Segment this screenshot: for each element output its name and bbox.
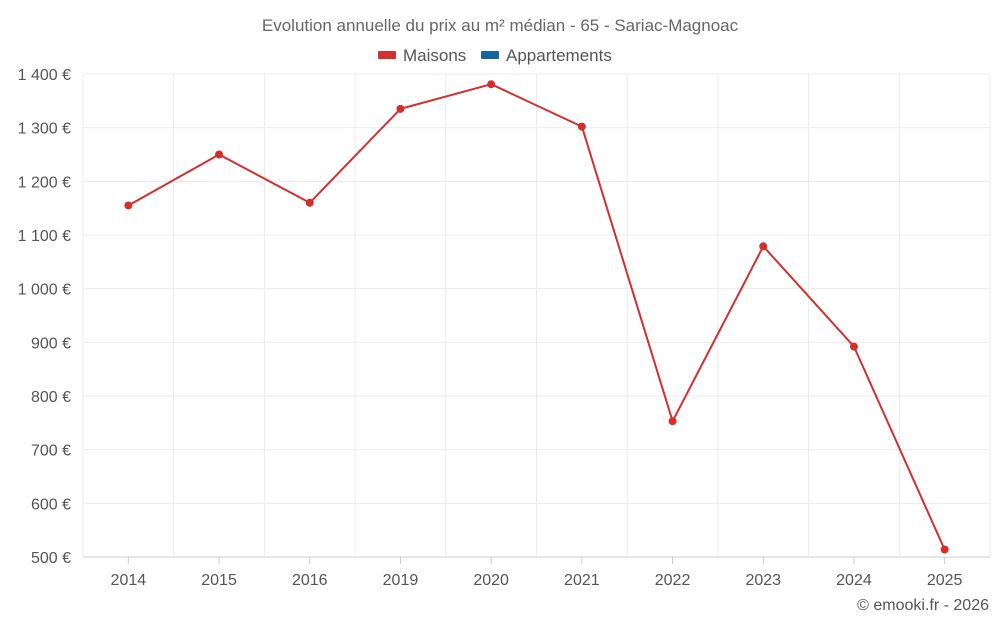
data-point-maisons[interactable] (396, 104, 405, 113)
x-tick-label: 2020 (473, 572, 509, 589)
x-tick-label: 2022 (655, 572, 691, 589)
data-point-maisons[interactable] (668, 417, 677, 426)
legend-swatch-appartements (481, 51, 499, 59)
data-point-maisons[interactable] (124, 201, 133, 210)
y-tick-label: 1 300 € (18, 121, 71, 138)
x-tick-label: 2025 (927, 572, 963, 589)
chart-title: Evolution annuelle du prix au m² médian … (262, 16, 739, 35)
x-tick-label: 2024 (836, 572, 872, 589)
y-tick-label: 1 200 € (18, 174, 71, 191)
data-point-maisons[interactable] (487, 80, 496, 89)
y-tick-label: 1 400 € (18, 67, 71, 84)
legend-label-maisons[interactable]: Maisons (403, 46, 466, 65)
data-point-maisons[interactable] (577, 122, 586, 131)
data-point-maisons[interactable] (305, 198, 314, 207)
legend-swatch-maisons (378, 51, 396, 59)
axes: 500 € 600 € 700 € 800 € 900 € 1 000 € 1 100 € 1… (18, 67, 963, 589)
x-tick-label: 2023 (745, 572, 781, 589)
series-layer (124, 80, 949, 554)
x-tick-label: 2014 (111, 572, 147, 589)
grid (82, 73, 991, 558)
y-tick-label: 1 100 € (18, 228, 71, 245)
data-point-maisons[interactable] (215, 150, 224, 159)
legend: Maisons Appartements (378, 46, 612, 65)
series-line-maisons (127, 83, 946, 550)
x-tick-label: 2019 (383, 572, 419, 589)
data-point-maisons[interactable] (759, 242, 768, 251)
y-tick-label: 600 € (31, 496, 71, 513)
y-tick-label: 700 € (31, 443, 71, 460)
y-tick-label: 800 € (31, 389, 71, 406)
data-point-maisons[interactable] (940, 545, 949, 554)
data-point-maisons[interactable] (849, 342, 858, 351)
x-tick-label: 2021 (564, 572, 600, 589)
x-tick-label: 2016 (292, 572, 328, 589)
y-tick-label: 1 000 € (18, 282, 71, 299)
y-tick-label: 500 € (31, 550, 71, 567)
legend-label-appartements[interactable]: Appartements (506, 46, 612, 65)
credit-text: © emooki.fr - 2026 (857, 597, 989, 614)
y-tick-label: 900 € (31, 335, 71, 352)
x-tick-label: 2015 (201, 572, 237, 589)
